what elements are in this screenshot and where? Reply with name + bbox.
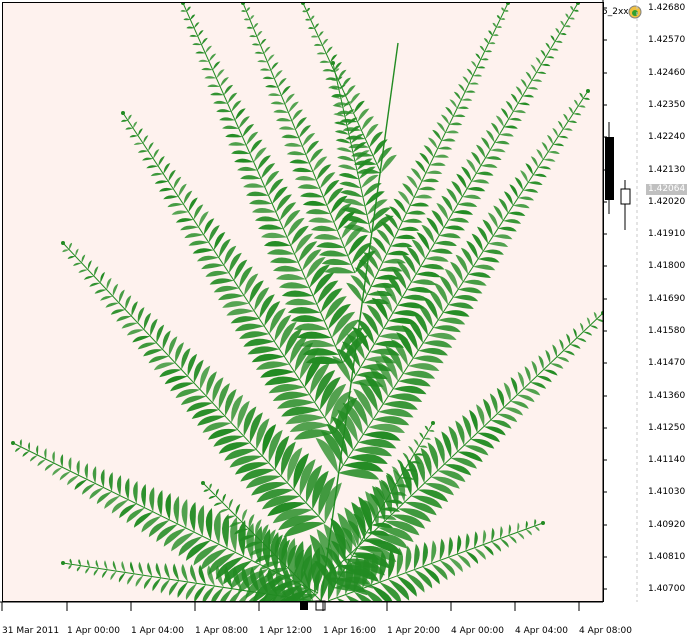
price-label: 1.42130	[648, 165, 686, 175]
fern-frond	[61, 241, 342, 538]
fern-frond	[121, 111, 358, 440]
price-label: 1.41690	[648, 294, 686, 304]
price-label: 1.41800	[648, 261, 686, 271]
time-label: 4 Apr 04:00	[515, 626, 568, 636]
time-label: 1 Apr 04:00	[131, 626, 184, 636]
price-label: 1.41140	[648, 455, 686, 465]
price-label: 1.41030	[648, 487, 686, 497]
price-label: 1.42570	[648, 35, 686, 45]
time-label: 1 Apr 16:00	[323, 626, 376, 636]
symbol-label: 5_2xx	[602, 7, 629, 17]
grid-line	[636, 0, 638, 602]
time-label: 4 Apr 08:00	[579, 626, 632, 636]
price-label: 1.42020	[648, 197, 686, 207]
time-label: 1 Apr 20:00	[387, 626, 440, 636]
price-label: 1.42240	[648, 132, 686, 142]
fern-frond	[301, 3, 397, 174]
time-label: 1 Apr 08:00	[195, 626, 248, 636]
fern-frond	[180, 3, 368, 365]
price-axis[interactable]	[603, 0, 691, 641]
fern-fractal	[11, 3, 603, 601]
time-ticks	[0, 601, 603, 611]
price-label: 1.42680	[648, 3, 686, 13]
price-label: 1.41250	[648, 423, 686, 433]
time-label: 1 Apr 00:00	[67, 626, 120, 636]
price-label: 1.42350	[648, 100, 686, 110]
price-label: 1.41360	[648, 391, 686, 401]
time-label: 1 Apr 12:00	[259, 626, 312, 636]
fern-frond	[327, 518, 545, 601]
price-label: 1.41470	[648, 358, 686, 368]
chart-plot-area[interactable]	[2, 2, 604, 602]
fern-frond	[309, 311, 603, 596]
fern-frond	[315, 89, 590, 480]
price-label: 1.40810	[648, 552, 686, 562]
time-label: 31 Mar 2011	[2, 626, 60, 636]
fern-frond	[61, 558, 314, 601]
price-ticks	[602, 0, 607, 602]
price-label: 1.41910	[648, 229, 686, 239]
current-price-tag: 1.42064	[646, 184, 687, 195]
fern-layer	[11, 3, 603, 601]
fern-frond	[241, 3, 376, 274]
price-label: 1.40700	[648, 584, 686, 594]
time-label: 4 Apr 00:00	[451, 626, 504, 636]
price-label: 1.41580	[648, 326, 686, 336]
price-label: 1.42460	[648, 68, 686, 78]
fern-frond	[11, 439, 321, 601]
price-label: 1.40920	[648, 520, 686, 530]
